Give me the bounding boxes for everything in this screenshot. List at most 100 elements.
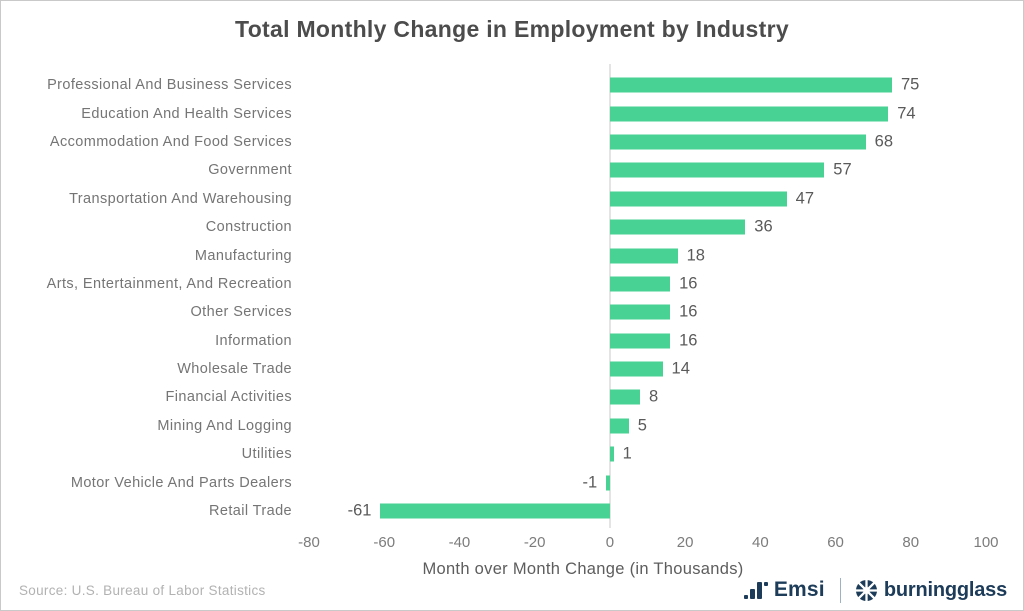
bar-row: Manufacturing 18 (1, 241, 1023, 269)
category-label: Education And Health Services (81, 105, 292, 122)
value-label: 16 (679, 274, 698, 293)
x-tick-label: 60 (827, 534, 844, 552)
bar-row: Financial Activities 8 (1, 383, 1023, 411)
burningglass-wordmark: burningglass (883, 578, 1007, 601)
bar-track: -1 (309, 468, 986, 496)
bar (609, 333, 671, 349)
value-label: 75 (900, 75, 920, 94)
value-label: 16 (679, 331, 698, 350)
category-label: Transportation And Warehousing (69, 190, 292, 207)
bar-row: Education And Health Services 74 (1, 99, 1023, 127)
bar (609, 418, 629, 434)
bar-row: Government 57 (1, 156, 1023, 184)
bar-track: 74 (309, 99, 986, 127)
bar-row: Utilities 1 (1, 440, 1023, 468)
category-label: Construction (205, 219, 292, 236)
bar-track: 8 (309, 383, 986, 411)
bar-track: 5 (309, 412, 986, 440)
x-tick-label: -20 (523, 534, 546, 552)
bar (609, 389, 640, 405)
bar-chart: Professional And Business Services 75 Educ… (1, 64, 1023, 579)
x-tick-label: 0 (605, 534, 615, 552)
burningglass-logo: burningglass (854, 578, 1007, 602)
value-label: 74 (897, 104, 916, 123)
bar (609, 219, 746, 235)
zero-axis-line (608, 64, 611, 529)
bar-row: Transportation And Warehousing 47 (1, 185, 1023, 213)
bar-track: 75 (309, 71, 986, 99)
value-label: -1 (582, 473, 598, 492)
value-label: 57 (833, 160, 852, 179)
x-tick-label: 80 (902, 534, 920, 552)
bar-row: Information 16 (1, 327, 1023, 355)
bar-track: 16 (309, 298, 986, 326)
chart-title: Total Monthly Change in Employment by In… (235, 16, 789, 42)
bar-track: 68 (309, 128, 986, 156)
bar (609, 361, 663, 377)
emsi-wordmark: Emsi (773, 578, 825, 601)
category-label: Financial Activities (165, 389, 292, 406)
bar-track: 57 (309, 156, 986, 184)
category-label: Government (208, 162, 292, 179)
bar-track: -61 (309, 497, 986, 525)
category-label: Retail Trade (209, 503, 292, 520)
bar-row: Construction 36 (1, 213, 1023, 241)
bar-row: Motor Vehicle And Parts Dealers -1 (1, 468, 1023, 496)
x-axis: -80 -60 -40 -20 0 20 40 60 80 100 (298, 525, 998, 555)
bar-row: Other Services 16 (1, 298, 1023, 326)
bar (609, 77, 892, 93)
burningglass-shutter-icon (854, 578, 878, 602)
x-tick-label: 40 (751, 534, 769, 552)
bar-row: Wholesale Trade 14 (1, 355, 1023, 383)
x-axis-title: Month over Month Change (in Thousands) (422, 560, 744, 579)
category-label: Information (215, 332, 292, 349)
x-tick-label: -40 (448, 534, 471, 552)
bar (609, 276, 671, 292)
bar-row: Accommodation And Food Services 68 (1, 128, 1023, 156)
value-label: 16 (679, 302, 698, 321)
x-tick-label: -60 (373, 534, 396, 552)
bar-track: 16 (309, 327, 986, 355)
x-tick-label: 100 (973, 534, 999, 552)
category-label: Manufacturing (194, 247, 292, 264)
value-label: 5 (637, 416, 647, 435)
bar (609, 134, 866, 150)
category-label: Mining And Logging (157, 417, 292, 434)
bar-track: 18 (309, 241, 986, 269)
value-label: 18 (686, 246, 705, 265)
value-label: 36 (754, 217, 773, 236)
bar (609, 106, 889, 122)
value-label: 14 (671, 359, 690, 378)
x-tick-label: 20 (676, 534, 694, 552)
value-label: 68 (874, 132, 893, 151)
bar (609, 304, 671, 320)
bar-row: Mining And Logging 5 (1, 412, 1023, 440)
bar-track: 47 (309, 185, 986, 213)
logo-divider (839, 577, 841, 603)
bar (380, 503, 610, 519)
category-label: Other Services (190, 304, 292, 321)
category-label: Accommodation And Food Services (49, 133, 292, 150)
value-label: 8 (648, 387, 659, 406)
bar (609, 191, 787, 207)
source-note: Source: U.S. Bureau of Labor Statistics (19, 582, 266, 598)
emsi-bars-icon (743, 581, 768, 599)
bar-track: 14 (309, 355, 986, 383)
bar (609, 162, 825, 178)
bar-row: Arts, Entertainment, And Recreation 16 (1, 270, 1023, 298)
bar-track: 16 (309, 270, 986, 298)
bar-track: 1 (309, 440, 986, 468)
category-label: Motor Vehicle And Parts Dealers (70, 474, 292, 491)
bar-row: Retail Trade -61 (1, 497, 1023, 525)
value-label: 1 (622, 444, 632, 463)
footer: Source: U.S. Bureau of Labor Statistics … (1, 575, 1023, 605)
category-label: Arts, Entertainment, And Recreation (46, 275, 292, 292)
bar-track: 36 (309, 213, 986, 241)
brand-logos: Emsi burningglass (743, 577, 1007, 603)
bar (609, 248, 678, 264)
category-label: Utilities (241, 446, 292, 463)
category-label: Wholesale Trade (177, 361, 292, 378)
bar (606, 475, 610, 491)
bar-row: Professional And Business Services 75 (1, 71, 1023, 99)
